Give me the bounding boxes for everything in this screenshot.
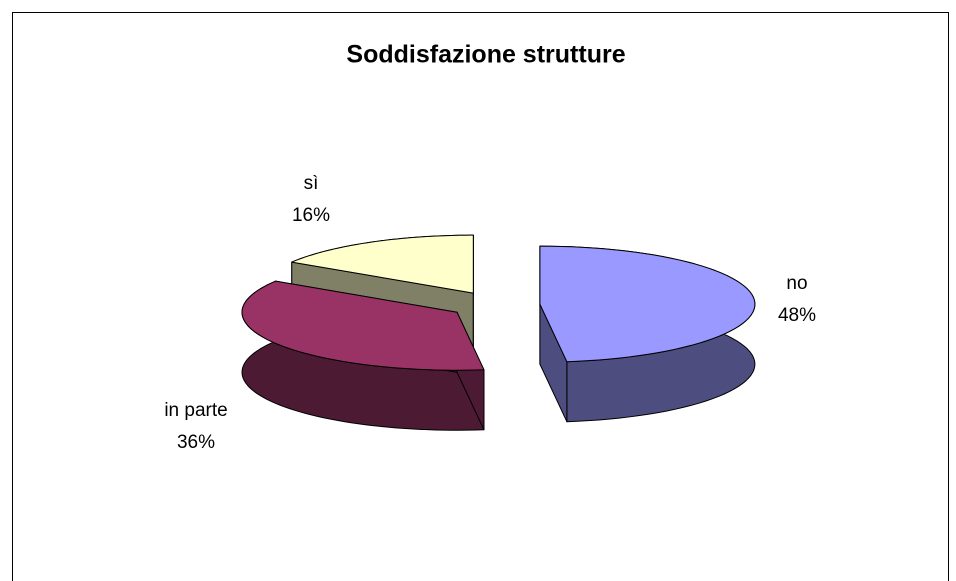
slice-top (539, 245, 756, 363)
slice (539, 245, 756, 423)
slice-label: in parte (164, 400, 227, 421)
chart-title: Soddisfazione strutture (346, 41, 625, 69)
slice-value-label: 48% (778, 305, 816, 326)
slice-top (241, 280, 485, 371)
slice (241, 280, 485, 431)
slice-label: no (786, 273, 807, 294)
chart-frame (12, 12, 949, 581)
slice-value-label: 16% (292, 205, 330, 226)
slice-value-label: 36% (177, 432, 215, 453)
slice-top (291, 234, 474, 294)
slice-label: sì (304, 173, 319, 194)
